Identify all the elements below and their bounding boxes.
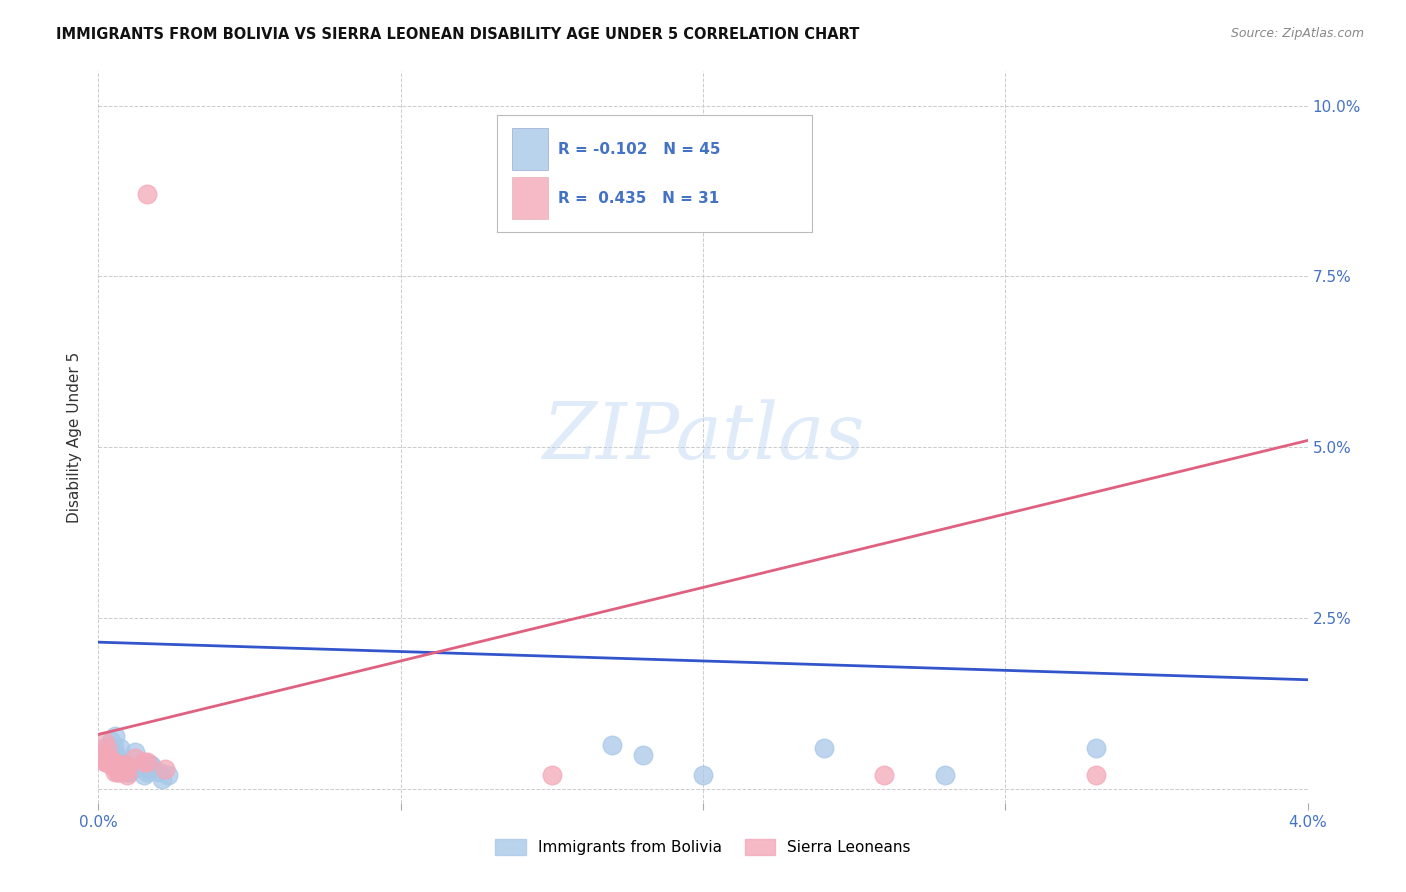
Point [94, 755, 117, 769]
Point [132, 768, 155, 782]
Point [153, 762, 176, 776]
Point [100, 734, 122, 748]
Point [122, 762, 145, 776]
Point [110, 756, 132, 771]
Point [96, 741, 118, 756]
Point [93, 741, 115, 756]
Point [692, 768, 714, 782]
Point [112, 762, 135, 776]
FancyBboxPatch shape [498, 115, 811, 232]
Point [124, 751, 146, 765]
Legend: Immigrants from Bolivia, Sierra Leoneans: Immigrants from Bolivia, Sierra Leoneans [489, 833, 917, 861]
Point [96, 751, 118, 765]
Point [96, 741, 118, 756]
Point [91, 747, 114, 762]
Point [103, 755, 125, 769]
Point [111, 762, 134, 776]
Point [105, 762, 128, 776]
Point [124, 745, 146, 759]
Point [93, 734, 115, 748]
Point [104, 729, 127, 743]
Point [129, 758, 152, 772]
Point [148, 765, 170, 780]
Point [94, 745, 117, 759]
Point [100, 758, 122, 772]
Point [96, 747, 118, 762]
Point [139, 758, 162, 772]
Point [112, 765, 135, 780]
Point [540, 768, 562, 782]
Point [111, 756, 134, 771]
Point [100, 747, 122, 762]
Point [114, 758, 136, 772]
Point [97, 755, 120, 769]
Point [115, 762, 138, 776]
Point [118, 765, 141, 780]
Point [96, 751, 118, 765]
Point [118, 765, 141, 780]
Point [104, 747, 127, 762]
Point [1085, 741, 1108, 756]
Point [150, 772, 173, 786]
Point [100, 755, 122, 769]
Point [98, 745, 121, 759]
Text: R =  0.435   N = 31: R = 0.435 N = 31 [558, 191, 718, 206]
Point [112, 762, 135, 776]
Point [104, 765, 127, 780]
Point [108, 762, 131, 776]
Text: R = -0.102   N = 45: R = -0.102 N = 45 [558, 142, 720, 157]
Point [107, 765, 129, 780]
Point [105, 758, 128, 772]
Point [135, 187, 157, 202]
Point [115, 768, 138, 782]
Point [136, 762, 159, 776]
Text: IMMIGRANTS FROM BOLIVIA VS SIERRA LEONEAN DISABILITY AGE UNDER 5 CORRELATION CHA: IMMIGRANTS FROM BOLIVIA VS SIERRA LEONEA… [56, 27, 859, 42]
Point [94, 755, 117, 769]
Point [115, 765, 138, 780]
Point [101, 756, 124, 771]
Point [156, 768, 179, 782]
Text: ZIPatlas: ZIPatlas [541, 399, 865, 475]
Point [115, 762, 138, 776]
Y-axis label: Disability Age Under 5: Disability Age Under 5 [67, 351, 83, 523]
Point [121, 762, 143, 776]
Point [108, 741, 131, 756]
Point [873, 768, 896, 782]
FancyBboxPatch shape [512, 177, 548, 219]
Point [101, 758, 124, 772]
Point [114, 758, 136, 772]
Point [103, 741, 125, 756]
Point [135, 755, 157, 769]
FancyBboxPatch shape [512, 128, 548, 170]
Point [110, 765, 132, 780]
Point [98, 741, 121, 756]
Point [101, 755, 124, 769]
Point [602, 738, 624, 752]
Point [112, 758, 135, 772]
Point [141, 758, 163, 772]
Point [107, 765, 129, 780]
Text: Source: ZipAtlas.com: Source: ZipAtlas.com [1230, 27, 1364, 40]
Point [934, 768, 956, 782]
Point [813, 741, 835, 756]
Point [135, 765, 157, 780]
Point [631, 747, 654, 762]
Point [132, 755, 155, 769]
Point [114, 762, 136, 776]
Point [98, 751, 121, 765]
Point [1085, 768, 1108, 782]
